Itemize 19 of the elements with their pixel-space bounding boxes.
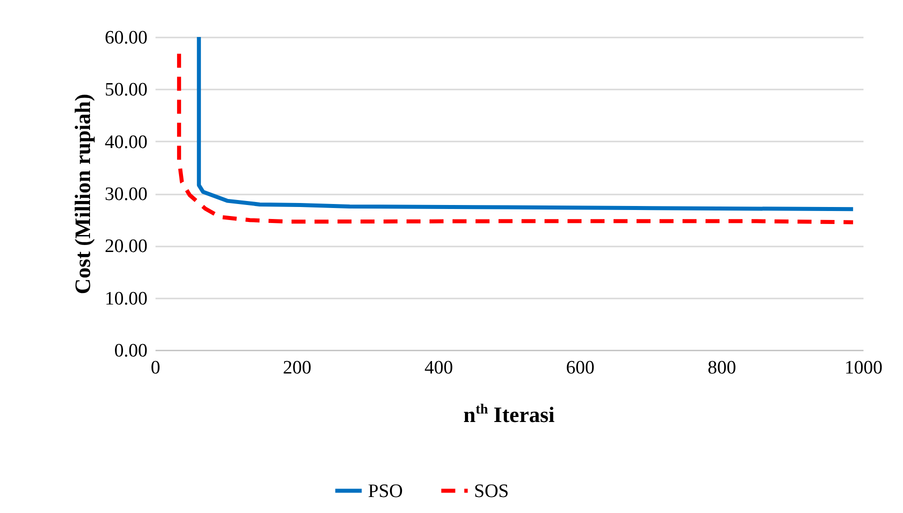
y-tick-label: 30.00	[104, 184, 148, 205]
legend-label: SOS	[474, 480, 509, 502]
y-tick-label: 40.00	[104, 132, 148, 153]
x-axis-title: n$^{th}$ Iterasi	[462, 402, 556, 428]
x-tick-label: 0	[150, 358, 160, 378]
x-tick-label: 1000	[844, 358, 882, 378]
x-tick-label: 600	[566, 358, 595, 378]
y-tick-label: 10.00	[104, 288, 148, 310]
line-series	[177, 52, 856, 224]
x-tick-label: 400	[424, 358, 453, 378]
y-tick-label: 0.00	[114, 340, 148, 362]
y-tick-label: 20.00	[104, 236, 148, 258]
x-tick-label: 800	[708, 358, 736, 378]
legend-label: PSO	[368, 480, 403, 502]
x-tick-label: 200	[282, 358, 312, 378]
y-tick-label: 50.00	[104, 80, 148, 101]
line-series	[196, 35, 856, 212]
y-tick-label: 60.00	[104, 28, 148, 48]
y-axis-title: Cost (Million rupiah)	[70, 94, 95, 294]
